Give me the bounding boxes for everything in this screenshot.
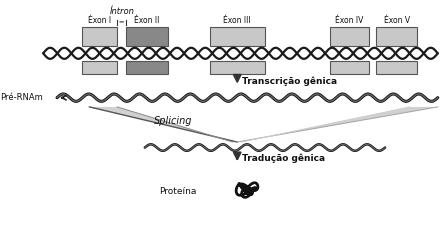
Text: Éxon III: Éxon III	[224, 16, 251, 25]
Text: Éxon I: Éxon I	[88, 16, 111, 25]
Text: Éxon IV: Éxon IV	[335, 16, 364, 25]
FancyBboxPatch shape	[376, 27, 417, 46]
Text: Splicing: Splicing	[154, 116, 193, 126]
Text: Transcrição gênica: Transcrição gênica	[242, 76, 337, 86]
Text: Éxon V: Éxon V	[384, 16, 410, 25]
FancyBboxPatch shape	[210, 27, 265, 46]
Text: Íntron: Íntron	[109, 7, 134, 16]
Text: Pré-RNAm: Pré-RNAm	[0, 93, 43, 102]
FancyBboxPatch shape	[376, 61, 417, 74]
FancyBboxPatch shape	[329, 27, 369, 46]
FancyBboxPatch shape	[329, 61, 369, 74]
FancyBboxPatch shape	[82, 27, 117, 46]
Text: Proteína: Proteína	[159, 187, 196, 196]
FancyBboxPatch shape	[82, 61, 117, 74]
Polygon shape	[89, 107, 237, 142]
FancyBboxPatch shape	[127, 61, 168, 74]
Text: Tradução gênica: Tradução gênica	[242, 154, 325, 163]
FancyBboxPatch shape	[127, 27, 168, 46]
FancyBboxPatch shape	[210, 61, 265, 74]
Text: Éxon II: Éxon II	[135, 16, 160, 25]
Polygon shape	[237, 107, 438, 142]
